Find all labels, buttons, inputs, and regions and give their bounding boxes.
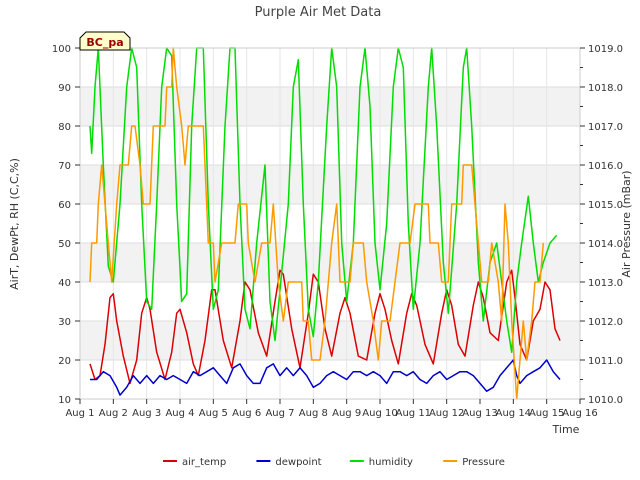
x-tick-label: Aug 9 bbox=[332, 408, 361, 419]
x-tick-label: Aug 10 bbox=[362, 408, 397, 419]
x-tick-label: Aug 3 bbox=[132, 408, 161, 419]
x-axis-ticks: Aug 1 Aug 2 Aug 3 Aug 4 Aug 5 Aug 6 Aug 7 Aug 8… bbox=[65, 399, 598, 419]
y-tick-label: 50 bbox=[58, 239, 71, 250]
y-tick-label: 60 bbox=[58, 200, 71, 211]
y-right-tick-label: 1018.0 bbox=[588, 83, 623, 94]
y-right-tick-label: 1019.0 bbox=[588, 44, 623, 55]
y-right-tick-label: 1010.0 bbox=[588, 395, 623, 406]
legend-label-air-temp: air_temp bbox=[182, 457, 226, 468]
site-badge: BC_pa bbox=[79, 31, 131, 51]
x-tick-label: Aug 1 bbox=[65, 408, 94, 419]
legend-label-humidity: humidity bbox=[369, 457, 413, 468]
y-right-tick-label: 1014.0 bbox=[588, 239, 623, 250]
chart-title: Purple Air Met Data bbox=[255, 5, 382, 20]
y-tick-label: 100 bbox=[52, 44, 71, 55]
legend-label-dewpoint: dewpoint bbox=[275, 457, 321, 468]
x-tick-label: Aug 13 bbox=[462, 408, 497, 419]
legend: air_temp dewpoint humidity Pressure bbox=[163, 457, 505, 468]
y-right-tick-label: 1015.0 bbox=[588, 200, 623, 211]
y-axis-left-label: AirT, DewPt, RH (C,C,%) bbox=[8, 158, 21, 290]
x-tick-label: Aug 12 bbox=[429, 408, 464, 419]
plot-band bbox=[80, 321, 580, 360]
site-badge-shape bbox=[79, 31, 131, 51]
series-line-pressure bbox=[89, 47, 545, 400]
y-right-tick-label: 1017.0 bbox=[588, 122, 623, 133]
y-tick-label: 40 bbox=[58, 278, 71, 289]
series-line-dewpoint bbox=[90, 359, 561, 396]
x-tick-label: Aug 2 bbox=[99, 408, 128, 419]
legend-label-pressure: Pressure bbox=[462, 457, 505, 468]
y-right-tick-label: 1012.0 bbox=[588, 317, 623, 328]
y-tick-label: 30 bbox=[58, 317, 71, 328]
y-tick-label: 20 bbox=[58, 356, 71, 367]
x-tick-label: Aug 4 bbox=[165, 408, 194, 419]
y-tick-label: 80 bbox=[58, 122, 71, 133]
y-axis-right-ticks: 1010.0 1011.0 1012.0 1013.0 1014.0 1015.0 1016… bbox=[580, 44, 623, 406]
plot-bands bbox=[80, 87, 580, 360]
x-tick-label: Aug 11 bbox=[396, 408, 431, 419]
plot-band bbox=[80, 165, 580, 204]
x-tick-label: Aug 16 bbox=[562, 408, 597, 419]
y-tick-label: 90 bbox=[58, 83, 71, 94]
y-right-tick-label: 1011.0 bbox=[588, 356, 623, 367]
x-tick-label: Aug 8 bbox=[299, 408, 328, 419]
site-badge-label: BC_pa bbox=[86, 36, 123, 49]
y-tick-label: 10 bbox=[58, 395, 71, 406]
y-right-tick-label: 1013.0 bbox=[588, 278, 623, 289]
plot-band bbox=[80, 87, 580, 126]
x-tick-label: Aug 6 bbox=[232, 408, 261, 419]
y-axis-left-ticks: 10 20 30 40 50 60 70 80 90 100 bbox=[52, 44, 80, 406]
x-tick-label: Aug 14 bbox=[496, 408, 531, 419]
x-tick-label: Aug 15 bbox=[529, 408, 564, 419]
y-tick-label: 70 bbox=[58, 161, 71, 172]
y-right-tick-label: 1016.0 bbox=[588, 161, 623, 172]
y-axis-right-label: Air Pressure (mBar) bbox=[620, 170, 633, 277]
x-tick-label: Aug 7 bbox=[265, 408, 294, 419]
x-tick-label: Aug 5 bbox=[199, 408, 228, 419]
series-layer bbox=[89, 47, 561, 400]
x-axis-label: Time bbox=[552, 423, 580, 436]
